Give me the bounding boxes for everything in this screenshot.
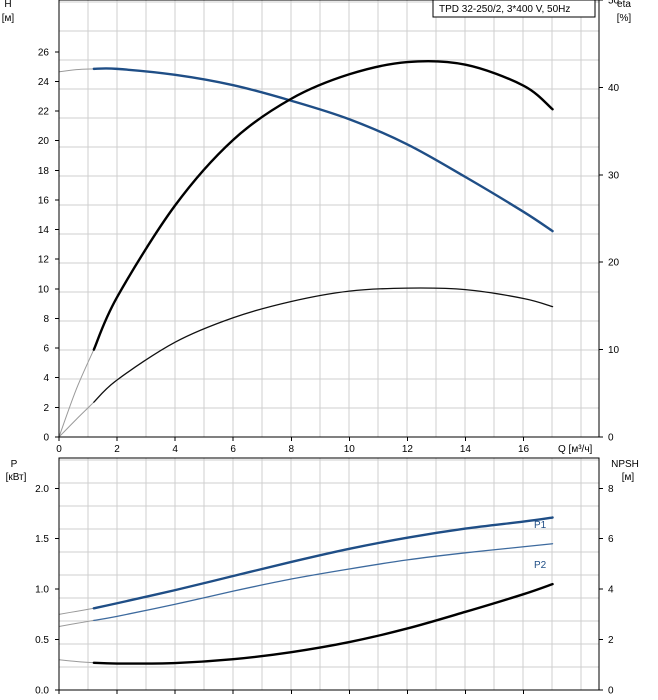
- y-left-tick-label: 22: [38, 107, 50, 118]
- grid-layer: [59, 0, 599, 690]
- y-left-tick-label: 0: [43, 433, 49, 444]
- x-tick-label: 14: [460, 444, 472, 455]
- curve-layer: [58, 59, 554, 665]
- frame-layer: [55, 0, 603, 694]
- y-left-tick-label: 18: [38, 166, 50, 177]
- y-right-tick-label: 10: [608, 345, 620, 356]
- curve-0-1: [93, 287, 554, 403]
- top-right-axis-title: eta: [617, 0, 631, 10]
- curve-extension: [58, 68, 94, 73]
- y-left-tick-label: 2: [43, 403, 49, 414]
- y-left-tick-label: 4: [43, 373, 49, 384]
- chart-title-box: TPD 32-250/2, 3*400 V, 50Hz: [432, 0, 596, 18]
- series-label-p1: P1: [534, 520, 547, 531]
- y-left-tick-label: 8: [43, 314, 49, 325]
- x-tick-label: 16: [518, 444, 530, 455]
- label-layer: H [м] eta [%] Q [м³/ч] P [кВт] NPSH [м] …: [2, 0, 639, 697]
- top-left-axis-unit: [м]: [2, 13, 15, 24]
- x-tick-label: 10: [344, 444, 356, 455]
- curve-extension: [58, 659, 94, 664]
- curve-1-0: [92, 516, 554, 610]
- plot-frame: [58, 0, 600, 438]
- y-left-tick-label: 14: [38, 225, 50, 236]
- y-right-tick-label: 0: [608, 433, 614, 444]
- x-tick-label: 12: [402, 444, 414, 455]
- y-right-tick-label: 0: [608, 686, 614, 697]
- y-left-tick-label: 26: [38, 47, 50, 58]
- y-right-tick-label: 6: [608, 534, 614, 545]
- curve-extension: [58, 349, 95, 438]
- curve-extension: [58, 607, 94, 615]
- x-tick-label: 2: [114, 444, 120, 455]
- top-right-axis-unit: [%]: [617, 13, 632, 24]
- y-left-tick-label: 16: [38, 195, 50, 206]
- curve-1-1: [93, 543, 554, 622]
- top-left-axis-title: H: [4, 0, 11, 10]
- y-right-tick-label: 8: [608, 484, 614, 495]
- curve-0-0: [92, 67, 554, 233]
- bottom-right-axis-unit: [м]: [622, 472, 635, 483]
- y-left-tick-label: 0.5: [35, 635, 49, 646]
- y-left-tick-label: 0.0: [35, 686, 49, 697]
- y-left-tick-label: 24: [38, 77, 50, 88]
- y-left-tick-label: 6: [43, 344, 49, 355]
- y-left-tick-label: 20: [38, 136, 50, 147]
- y-right-tick-label: 30: [608, 170, 620, 181]
- x-tick-label: 0: [56, 444, 62, 455]
- y-right-tick-label: 40: [608, 83, 620, 94]
- y-left-tick-label: 1.5: [35, 534, 49, 545]
- curve-extension: [58, 401, 95, 438]
- y-right-tick-label: 4: [608, 585, 614, 596]
- y-right-tick-label: 50: [608, 0, 620, 7]
- curve-1-2: [92, 582, 554, 665]
- y-right-tick-label: 20: [608, 258, 620, 269]
- curve-extension: [58, 619, 94, 627]
- bottom-right-axis-title: NPSH: [611, 459, 639, 470]
- x-tick-label: 6: [230, 444, 236, 455]
- y-left-tick-label: 12: [38, 255, 50, 266]
- curve-0-2: [92, 59, 554, 351]
- bottom-left-axis-title: P: [11, 459, 18, 470]
- y-left-tick-label: 2.0: [35, 484, 49, 495]
- y-right-tick-label: 2: [608, 635, 614, 646]
- x-axis-title: Q [м³/ч]: [558, 444, 593, 455]
- x-tick-label: 8: [288, 444, 294, 455]
- bottom-left-axis-unit: [кВт]: [6, 472, 27, 483]
- plot-frame: [58, 457, 600, 691]
- chart-title: TPD 32-250/2, 3*400 V, 50Hz: [439, 4, 570, 15]
- y-left-tick-label: 10: [38, 284, 50, 295]
- series-label-p2: P2: [534, 560, 547, 571]
- y-left-tick-label: 1.0: [35, 585, 49, 596]
- x-tick-label: 4: [172, 444, 178, 455]
